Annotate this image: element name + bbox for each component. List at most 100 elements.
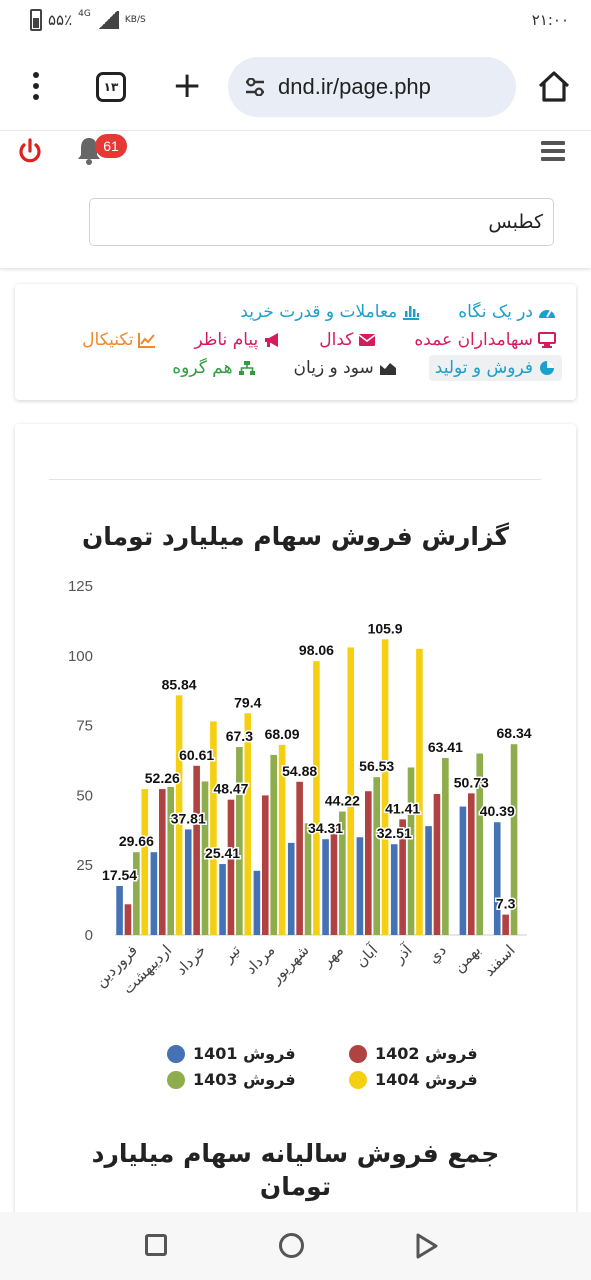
- legend-label: فروش 1404: [375, 1070, 478, 1089]
- data-label: 56.53: [359, 758, 394, 774]
- menu-item-label: معاملات و قدرت خرید: [240, 302, 398, 322]
- menu-item-profit-loss[interactable]: سود و زیان: [288, 355, 403, 381]
- bar: [510, 744, 518, 935]
- legend-item[interactable]: فروش 1402: [349, 1044, 478, 1063]
- address-bar[interactable]: dnd.ir/page.php: [228, 57, 516, 117]
- data-label: 68.09: [265, 726, 300, 742]
- bar: [468, 793, 475, 935]
- legend-label: فروش 1403: [193, 1070, 296, 1089]
- bar: [502, 914, 509, 935]
- power-icon[interactable]: [16, 137, 44, 165]
- menu-row-1: در یک نگاه معاملات و قدرت خرید: [208, 299, 562, 325]
- data-label: 40.39: [480, 803, 515, 819]
- recent-apps-icon[interactable]: [145, 1234, 167, 1256]
- url-text[interactable]: dnd.ir/page.php: [278, 74, 431, 99]
- menu-item-sales-production[interactable]: فروش و تولید: [428, 355, 562, 381]
- home-button-icon[interactable]: [279, 1233, 304, 1258]
- data-label: 52.26: [145, 770, 180, 786]
- data-label: 32.51: [377, 825, 412, 841]
- stock-menu-card: در یک نگاه معاملات و قدرت خرید سهامداران…: [15, 284, 576, 400]
- bar: [133, 852, 140, 935]
- menu-item-overview[interactable]: در یک نگاه: [452, 299, 562, 325]
- site-header: 61 کطبس: [0, 130, 591, 268]
- data-label: 7.3: [496, 896, 516, 912]
- symbol-search-input[interactable]: کطبس: [89, 198, 554, 246]
- legend-item[interactable]: فروش 1401: [167, 1044, 296, 1063]
- menu-row-3: فروش و تولید سود و زیان هم گروه: [140, 355, 562, 381]
- site-settings-icon[interactable]: [244, 78, 266, 96]
- menu-item-technical[interactable]: تکنیکال: [76, 327, 162, 353]
- bar: [339, 811, 346, 935]
- menu-item-trades[interactable]: معاملات و قدرت خرید: [234, 299, 426, 325]
- bar: [493, 822, 501, 935]
- menu-row-2: سهامداران عمده کدال پیام ناظر تکنیکال: [50, 327, 562, 353]
- bar: [244, 713, 252, 935]
- menu-item-peer-group[interactable]: هم گروه: [166, 355, 261, 381]
- data-label: 67.3: [226, 728, 253, 744]
- y-tick-label: 125: [68, 578, 93, 595]
- bar: [219, 864, 226, 935]
- data-label: 105.9: [368, 620, 403, 636]
- bar: [253, 870, 261, 935]
- menu-item-label: فروش و تولید: [434, 358, 533, 378]
- back-icon[interactable]: [414, 1232, 440, 1260]
- status-left: ۵۵٪ 4G KB/S: [30, 9, 146, 31]
- y-tick-label: 25: [76, 857, 93, 874]
- signal-icon: [96, 11, 119, 29]
- bar: [278, 744, 286, 935]
- sitemap-icon: [238, 361, 255, 375]
- browser-menu-icon[interactable]: [28, 72, 44, 102]
- bar: [356, 837, 364, 935]
- new-tab-icon[interactable]: +: [172, 65, 203, 106]
- data-label: 37.81: [171, 810, 206, 826]
- x-tick-label: خرداد: [172, 941, 210, 979]
- notification-badge[interactable]: 61: [95, 134, 127, 158]
- bell-icon[interactable]: [74, 135, 104, 165]
- data-label: 34.31: [308, 820, 343, 836]
- bar: [381, 639, 389, 935]
- data-label: 41.41: [385, 800, 420, 816]
- battery-icon: [30, 9, 42, 31]
- data-label: 48.47: [213, 781, 248, 797]
- bar: [330, 826, 338, 935]
- y-tick-label: 0: [85, 927, 93, 944]
- data-label: 54.88: [282, 763, 317, 779]
- desktop-icon: [538, 332, 556, 348]
- legend-label: فروش 1402: [375, 1044, 478, 1063]
- section-title: جمع فروش سالیانه سهام میلیارد تومان: [91, 1139, 500, 1201]
- data-label: 25.41: [205, 845, 240, 861]
- hamburger-menu-icon[interactable]: [541, 141, 565, 161]
- bar: [416, 648, 423, 935]
- menu-item-label: سود و زیان: [293, 358, 374, 378]
- legend-item[interactable]: فروش 1403: [167, 1070, 296, 1089]
- bar: [433, 794, 441, 935]
- bar: [184, 829, 192, 935]
- bar: [313, 661, 320, 935]
- bar: [236, 747, 243, 935]
- area-chart-icon: [379, 363, 396, 375]
- legend-item[interactable]: فروش 1404: [349, 1070, 478, 1089]
- status-bar: ۵۵٪ 4G KB/S ۲۱:۰۰: [0, 0, 591, 44]
- bar: [227, 799, 235, 935]
- bar: [287, 842, 295, 935]
- bar: [201, 781, 209, 935]
- menu-item-codal[interactable]: کدال: [313, 327, 382, 353]
- speed-unit: KB/S: [124, 14, 146, 25]
- data-label: 85.84: [162, 676, 197, 692]
- home-icon[interactable]: [536, 68, 572, 104]
- bar: [116, 886, 123, 935]
- tab-switcher-button[interactable]: ۱۳: [96, 72, 126, 102]
- status-clock: ۲۱:۰۰: [531, 11, 569, 29]
- bar: [407, 767, 415, 935]
- bar: [304, 823, 312, 935]
- data-label: 60.61: [179, 747, 214, 763]
- battery-level: ۵۵٪: [48, 11, 73, 29]
- bar: [365, 791, 372, 935]
- network-type: 4G: [78, 9, 91, 19]
- bar: [159, 789, 166, 935]
- menu-item-label: در یک نگاه: [458, 302, 533, 322]
- menu-item-shareholders[interactable]: سهامداران عمده: [408, 327, 562, 353]
- menu-item-label: تکنیکال: [82, 330, 134, 350]
- menu-item-supervisor-message[interactable]: پیام ناظر: [188, 327, 287, 353]
- data-label: 98.06: [299, 642, 334, 658]
